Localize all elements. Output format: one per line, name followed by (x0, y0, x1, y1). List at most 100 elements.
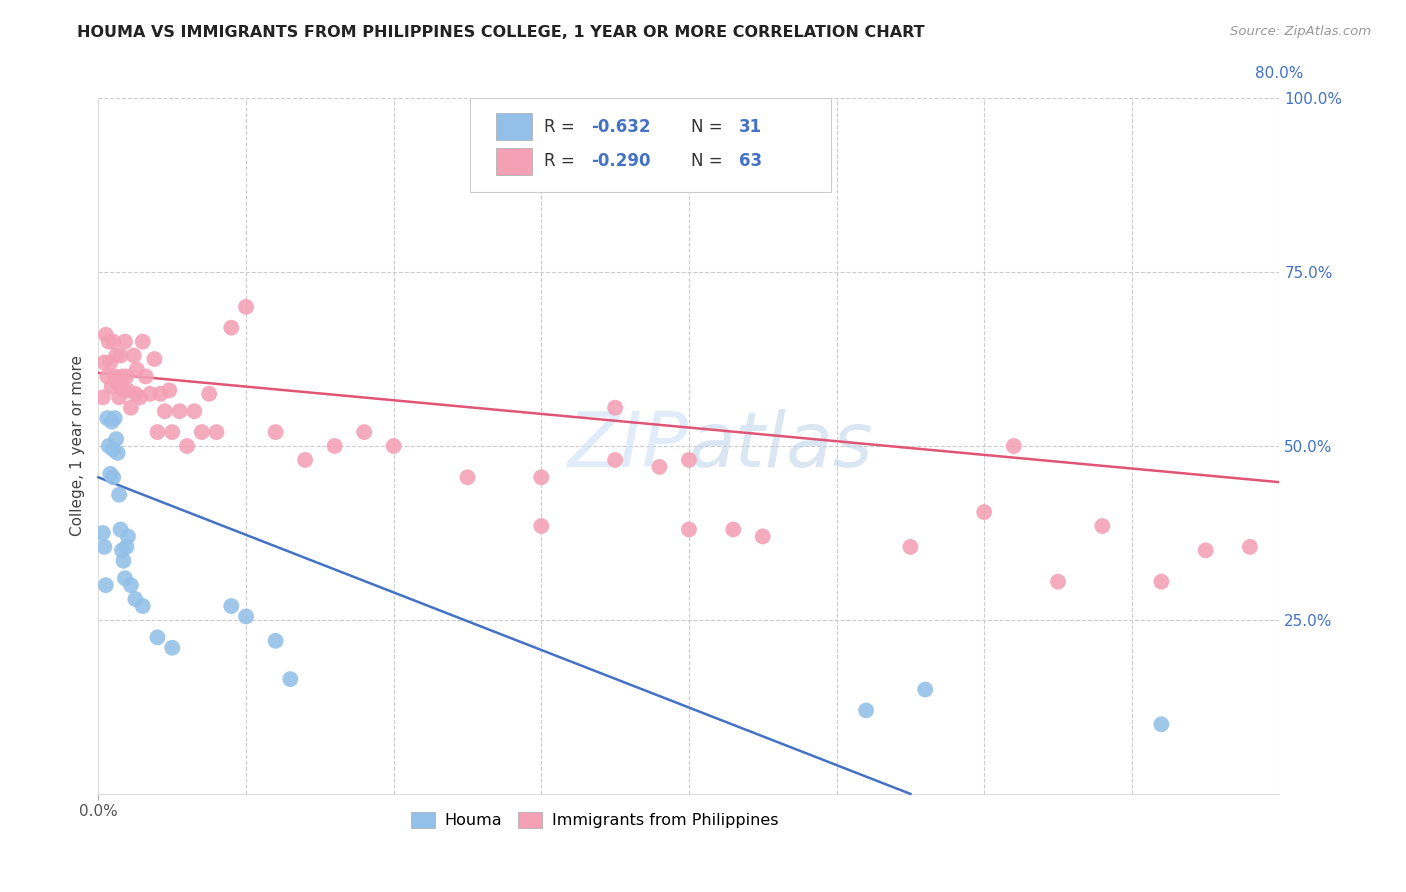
Point (280, 672, 302, 686)
Point (114, 334, 136, 349)
Text: 63: 63 (738, 153, 762, 170)
Point (198, 387, 221, 401)
Y-axis label: College, 1 year or more: College, 1 year or more (69, 356, 84, 536)
Point (93, 355, 115, 369)
Point (108, 390, 131, 404)
Point (162, 425, 183, 439)
Point (124, 592, 146, 607)
Point (1239, 540, 1261, 554)
Point (105, 432, 128, 446)
Text: ZIP: ZIP (568, 409, 689, 483)
Point (107, 376, 129, 391)
Point (530, 470, 553, 484)
Point (98, 355, 121, 369)
Point (169, 404, 191, 418)
Point (100, 380, 122, 394)
Point (205, 425, 228, 439)
Point (125, 362, 148, 376)
Point (135, 369, 157, 384)
Point (120, 401, 142, 415)
Point (973, 505, 995, 519)
Point (97, 439, 120, 453)
Point (105, 349, 128, 363)
Point (111, 543, 134, 558)
Point (382, 439, 405, 453)
Point (115, 369, 138, 384)
FancyBboxPatch shape (496, 148, 531, 175)
Point (110, 349, 132, 363)
Point (94, 578, 117, 592)
Point (1150, 717, 1173, 731)
Point (96, 411, 118, 425)
Point (264, 425, 287, 439)
Point (605, 401, 627, 415)
Point (91, 390, 114, 404)
Text: -0.632: -0.632 (591, 118, 651, 136)
Point (723, 523, 745, 537)
Point (124, 387, 146, 401)
Text: 80.0%: 80.0% (1256, 66, 1303, 81)
Point (111, 369, 134, 384)
Point (264, 633, 287, 648)
Point (93, 540, 115, 554)
Text: R =: R = (544, 118, 579, 136)
Point (139, 387, 162, 401)
Point (132, 599, 155, 613)
Point (530, 519, 553, 533)
Point (221, 320, 243, 334)
Point (96, 369, 118, 384)
Text: 31: 31 (738, 118, 762, 136)
Legend: Houma, Immigrants from Philippines: Houma, Immigrants from Philippines (405, 805, 785, 835)
Text: atlas: atlas (689, 409, 873, 483)
Point (107, 446, 129, 460)
Point (115, 540, 138, 554)
Point (91, 526, 114, 541)
Point (752, 529, 775, 543)
Point (235, 300, 257, 314)
Point (1002, 439, 1025, 453)
Point (157, 384, 180, 398)
Text: -0.290: -0.290 (591, 153, 651, 170)
Text: N =: N = (692, 118, 728, 136)
Point (855, 703, 877, 717)
Point (143, 351, 166, 366)
Point (103, 442, 125, 457)
Point (191, 425, 214, 439)
Point (678, 453, 700, 467)
Point (98, 467, 121, 481)
Point (132, 334, 155, 349)
Point (110, 523, 132, 537)
FancyBboxPatch shape (471, 98, 831, 192)
Text: R =: R = (544, 153, 579, 170)
Text: N =: N = (692, 153, 728, 170)
Point (122, 349, 145, 363)
Point (235, 609, 257, 624)
Point (457, 470, 479, 484)
Point (1195, 543, 1218, 558)
Point (176, 439, 198, 453)
Point (103, 470, 125, 484)
Point (112, 554, 135, 568)
Point (648, 459, 671, 474)
Point (114, 571, 136, 585)
Point (353, 425, 375, 439)
Point (294, 453, 316, 467)
Point (146, 630, 169, 644)
Point (605, 453, 627, 467)
Point (183, 404, 205, 418)
Point (149, 387, 172, 401)
Point (1046, 574, 1070, 589)
Point (100, 415, 122, 429)
Text: Source: ZipAtlas.com: Source: ZipAtlas.com (1230, 25, 1371, 38)
Point (117, 384, 139, 398)
Point (678, 523, 700, 537)
Point (914, 682, 936, 697)
Point (104, 369, 127, 384)
Point (103, 334, 125, 349)
Point (112, 384, 135, 398)
Point (221, 599, 243, 613)
Point (94, 327, 117, 342)
Point (1150, 574, 1173, 589)
Point (104, 411, 127, 425)
Point (153, 404, 176, 418)
